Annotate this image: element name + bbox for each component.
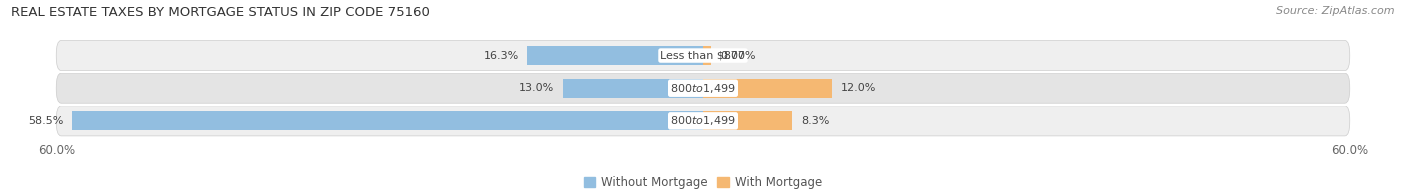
Bar bbox=[703, 111, 793, 130]
Bar bbox=[703, 79, 832, 98]
FancyBboxPatch shape bbox=[56, 73, 1350, 103]
Text: 58.5%: 58.5% bbox=[28, 116, 63, 126]
Bar bbox=[562, 79, 703, 98]
FancyBboxPatch shape bbox=[56, 41, 1350, 71]
Text: Less than $800: Less than $800 bbox=[661, 51, 745, 61]
FancyBboxPatch shape bbox=[56, 106, 1350, 136]
Text: 13.0%: 13.0% bbox=[519, 83, 554, 93]
Text: 8.3%: 8.3% bbox=[801, 116, 830, 126]
Text: Source: ZipAtlas.com: Source: ZipAtlas.com bbox=[1277, 6, 1395, 16]
Text: 0.77%: 0.77% bbox=[720, 51, 755, 61]
Text: $800 to $1,499: $800 to $1,499 bbox=[671, 114, 735, 127]
Bar bbox=[527, 46, 703, 65]
Bar bbox=[703, 46, 711, 65]
Text: $800 to $1,499: $800 to $1,499 bbox=[671, 82, 735, 95]
Text: 12.0%: 12.0% bbox=[841, 83, 876, 93]
Legend: Without Mortgage, With Mortgage: Without Mortgage, With Mortgage bbox=[579, 171, 827, 193]
Bar bbox=[73, 111, 703, 130]
Text: 16.3%: 16.3% bbox=[484, 51, 519, 61]
Text: REAL ESTATE TAXES BY MORTGAGE STATUS IN ZIP CODE 75160: REAL ESTATE TAXES BY MORTGAGE STATUS IN … bbox=[11, 6, 430, 19]
